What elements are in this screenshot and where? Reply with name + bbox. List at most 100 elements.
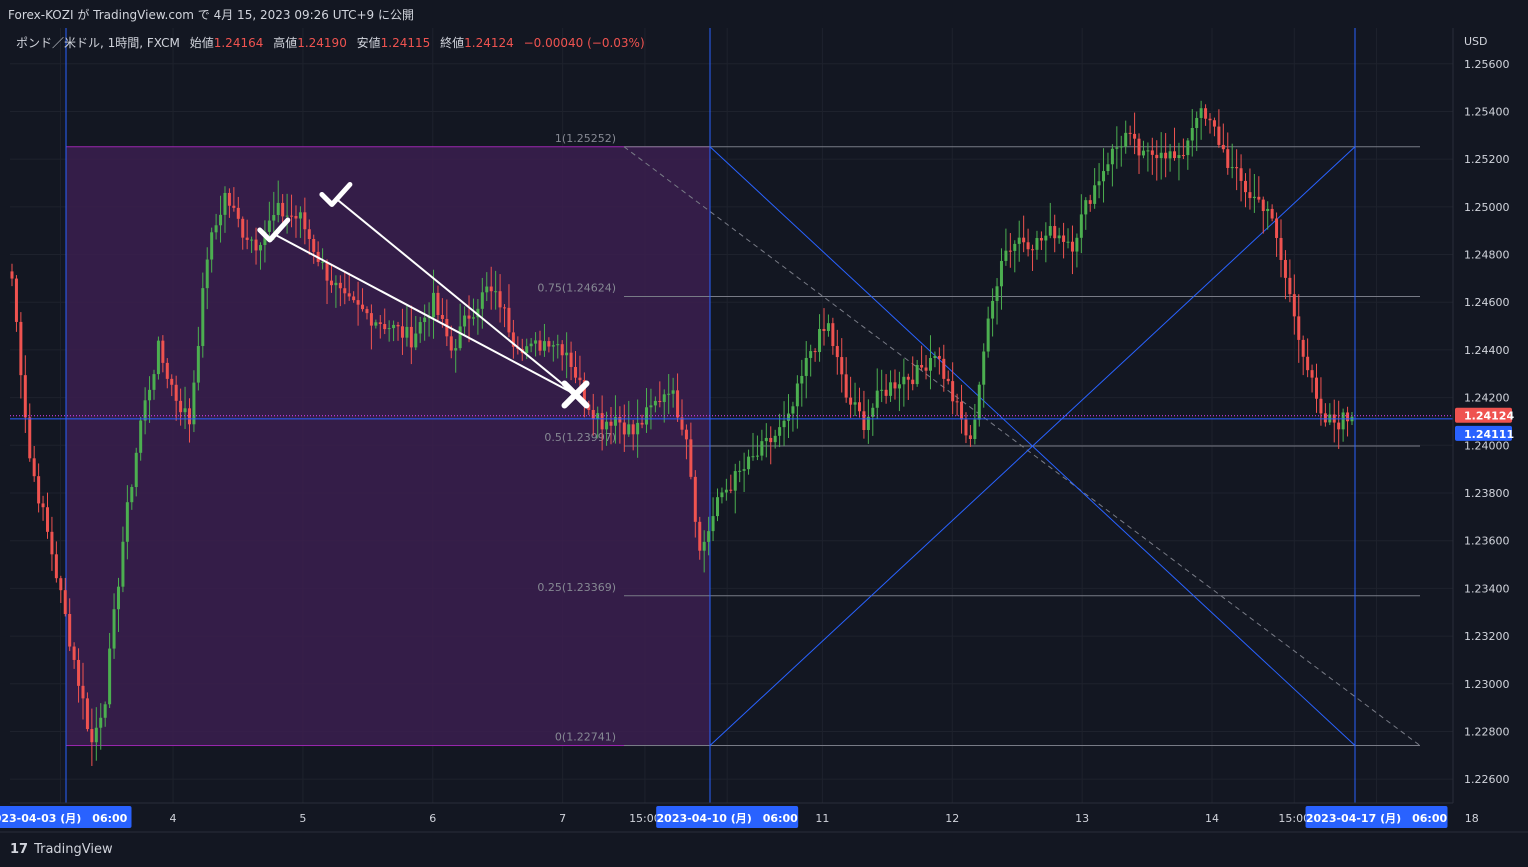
candle-body[interactable] xyxy=(432,292,436,318)
candle-body[interactable] xyxy=(1261,199,1265,212)
candle-body[interactable] xyxy=(32,458,36,477)
candle-body[interactable] xyxy=(507,307,511,333)
candle-body[interactable] xyxy=(534,340,538,344)
candle-body[interactable] xyxy=(822,328,826,331)
candle-body[interactable] xyxy=(334,282,338,286)
candle-body[interactable] xyxy=(875,390,879,408)
candle-body[interactable] xyxy=(889,382,893,396)
candle-body[interactable] xyxy=(999,260,1003,287)
candle-body[interactable] xyxy=(1044,235,1048,241)
candle-body[interactable] xyxy=(862,411,866,431)
candle-body[interactable] xyxy=(232,205,236,208)
candle-body[interactable] xyxy=(1141,150,1145,156)
candle-body[interactable] xyxy=(1208,118,1212,121)
candle-body[interactable] xyxy=(387,328,391,330)
candle-body[interactable] xyxy=(778,427,782,436)
candle-body[interactable] xyxy=(795,383,799,407)
candle-body[interactable] xyxy=(525,346,529,354)
candle-body[interactable] xyxy=(125,502,129,542)
candle-body[interactable] xyxy=(991,300,995,319)
candle-body[interactable] xyxy=(63,590,67,614)
candle-body[interactable] xyxy=(236,207,240,219)
candle-body[interactable] xyxy=(281,202,285,217)
candle-body[interactable] xyxy=(290,215,294,217)
candle-body[interactable] xyxy=(467,315,471,319)
candle-body[interactable] xyxy=(627,424,631,435)
candle-body[interactable] xyxy=(880,389,884,391)
candle-body[interactable] xyxy=(19,321,23,376)
candle-body[interactable] xyxy=(121,541,125,587)
candle-body[interactable] xyxy=(724,489,728,493)
candle-body[interactable] xyxy=(782,420,786,428)
candle-body[interactable] xyxy=(1181,155,1185,157)
candle-body[interactable] xyxy=(1133,133,1137,139)
candle-body[interactable] xyxy=(764,437,768,442)
candle-body[interactable] xyxy=(272,215,276,221)
candle-body[interactable] xyxy=(711,516,715,532)
candle-body[interactable] xyxy=(245,237,249,240)
candle-body[interactable] xyxy=(547,341,551,347)
candle-body[interactable] xyxy=(946,378,950,382)
candle-body[interactable] xyxy=(303,212,307,230)
candle-body[interactable] xyxy=(831,323,835,347)
candle-body[interactable] xyxy=(702,541,706,551)
candle-body[interactable] xyxy=(1070,241,1074,252)
candle-body[interactable] xyxy=(769,437,773,443)
candle-body[interactable] xyxy=(23,375,27,418)
candle-body[interactable] xyxy=(1146,150,1150,152)
candle-body[interactable] xyxy=(640,422,644,425)
candle-body[interactable] xyxy=(747,456,751,470)
candle-body[interactable] xyxy=(715,497,719,517)
candle-body[interactable] xyxy=(973,419,977,440)
candle-body[interactable] xyxy=(298,212,302,219)
candle-body[interactable] xyxy=(1204,108,1208,119)
candle-body[interactable] xyxy=(423,317,427,323)
candle-body[interactable] xyxy=(414,333,418,348)
candle-body[interactable] xyxy=(738,470,742,472)
candle-body[interactable] xyxy=(1110,148,1114,165)
candle-body[interactable] xyxy=(214,225,218,233)
candle-body[interactable] xyxy=(551,345,555,347)
candle-body[interactable] xyxy=(68,613,72,647)
candle-body[interactable] xyxy=(241,218,245,238)
candle-body[interactable] xyxy=(405,326,409,338)
candle-body[interactable] xyxy=(729,489,733,491)
candle-body[interactable] xyxy=(85,698,89,730)
check-mark-icon[interactable] xyxy=(319,182,353,207)
candle-body[interactable] xyxy=(1306,356,1310,371)
candle-body[interactable] xyxy=(254,239,258,251)
candle-body[interactable] xyxy=(707,531,711,542)
candle-body[interactable] xyxy=(1168,151,1172,159)
candle-body[interactable] xyxy=(361,304,365,310)
candle-body[interactable] xyxy=(440,314,444,319)
candle-body[interactable] xyxy=(1066,241,1070,243)
candle-body[interactable] xyxy=(760,441,764,456)
candle-body[interactable] xyxy=(374,322,378,326)
candle-body[interactable] xyxy=(1150,150,1154,155)
candle-body[interactable] xyxy=(54,554,58,579)
candle-body[interactable] xyxy=(1053,226,1057,239)
candle-body[interactable] xyxy=(165,362,169,379)
candle-body[interactable] xyxy=(294,215,298,219)
candle-body[interactable] xyxy=(720,492,724,498)
candle-body[interactable] xyxy=(1244,180,1248,193)
candle-body[interactable] xyxy=(352,296,356,301)
candle-body[interactable] xyxy=(1310,370,1314,378)
candle-body[interactable] xyxy=(1186,140,1190,156)
candle-body[interactable] xyxy=(1275,218,1279,238)
gann-line-up[interactable] xyxy=(709,146,1356,746)
candle-body[interactable] xyxy=(826,323,830,331)
candle-body[interactable] xyxy=(569,352,573,367)
candle-body[interactable] xyxy=(786,413,790,421)
fib-range-box[interactable] xyxy=(65,146,711,747)
candle-body[interactable] xyxy=(1004,250,1008,261)
candle-body[interactable] xyxy=(853,402,857,405)
candle-body[interactable] xyxy=(174,384,178,401)
candle-body[interactable] xyxy=(920,365,924,368)
candle-body[interactable] xyxy=(148,389,152,401)
candle-body[interactable] xyxy=(986,318,990,352)
candle-body[interactable] xyxy=(45,507,49,532)
candle-body[interactable] xyxy=(1266,208,1270,212)
candle-body[interactable] xyxy=(396,324,400,327)
